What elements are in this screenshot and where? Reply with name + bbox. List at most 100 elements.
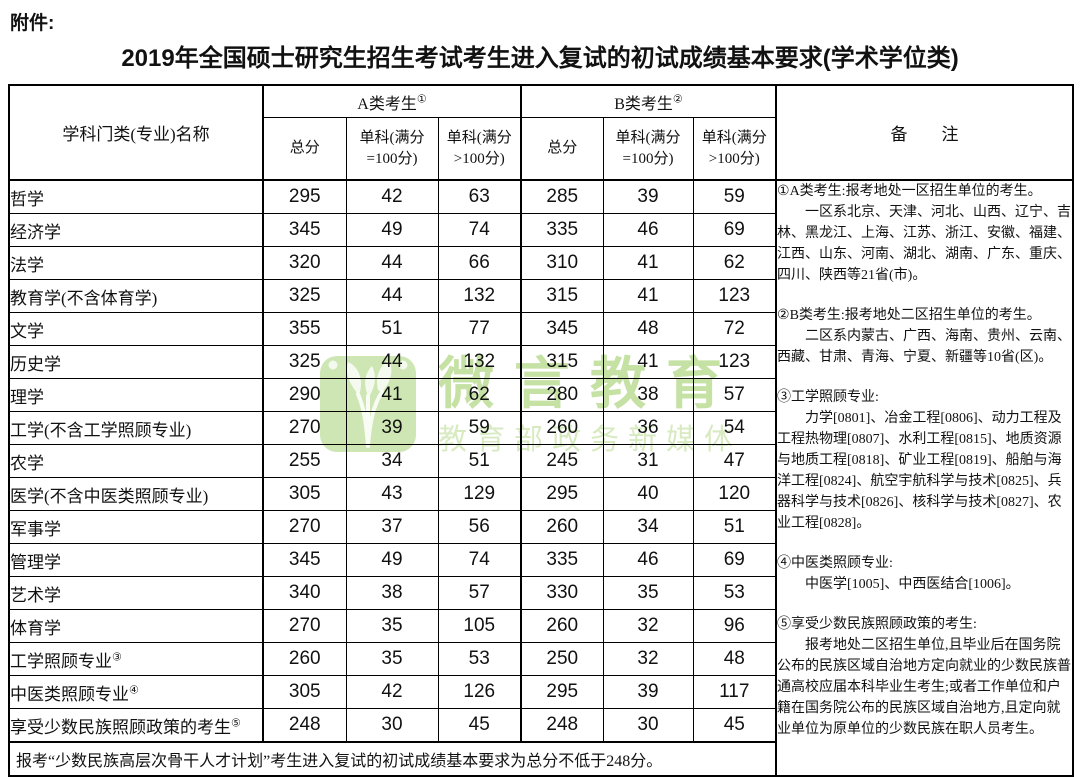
a-single100-cell: 49 [345, 543, 439, 577]
a-singleover100-cell: 129 [437, 477, 522, 511]
b-single100-cell: 40 [602, 477, 694, 511]
table-row: 教育学(不含体育学) 325 44 132 315 41 123 [8, 279, 1073, 313]
subject-cell: 文学 [8, 312, 264, 346]
b-singleover100-cell: 45 [692, 708, 777, 743]
a-singleover100-cell: 51 [437, 444, 522, 478]
b-singleover100-cell: 96 [692, 609, 777, 643]
subject-cell: 工学照顾专业③ [8, 642, 264, 676]
b-single100-cell: 41 [602, 279, 694, 313]
footnote-1-marker: ① [416, 93, 427, 106]
a-singleover100-cell: 77 [437, 312, 522, 346]
a-singleover100-cell: 45 [437, 708, 522, 743]
a-total-cell: 270 [262, 411, 347, 445]
remark-note-3: ③工学照顾专业: 力学[0801]、冶金工程[0806]、动力工程及工程热物理[… [777, 390, 1062, 531]
b-single100-cell: 36 [602, 411, 694, 445]
table-row: 工学(不含工学照顾专业) 270 39 59 260 36 54 [8, 411, 1073, 445]
b-singleover100-cell: 47 [692, 444, 777, 478]
b-single100-cell: 32 [602, 609, 694, 643]
b-total-cell: 335 [520, 213, 604, 247]
b-single100-cell: 30 [602, 708, 694, 743]
b-single100-cell: 31 [602, 444, 694, 478]
a-total-cell: 305 [262, 477, 347, 511]
b-singleover100-cell: 57 [692, 378, 777, 412]
table-row: 军事学 270 37 56 260 34 51 [8, 510, 1073, 544]
subject-column-header: 学科门类(专业)名称 [8, 84, 264, 181]
b-total-cell: 260 [520, 411, 604, 445]
a-total-cell: 290 [262, 378, 347, 412]
table-row: 理学 290 41 62 280 38 57 [8, 378, 1073, 412]
a-total-cell: 345 [262, 213, 347, 247]
group-b-header: B类考生② [519, 84, 777, 118]
a-singleover100-cell: 105 [437, 609, 522, 643]
a-single100-cell: 51 [345, 312, 439, 346]
a-singleover100-cell: 62 [437, 378, 522, 412]
b-total-cell: 245 [520, 444, 604, 478]
a-singleover100-cell: 66 [437, 246, 522, 280]
table-row: 哲学 295 42 63 285 39 59 ①A类考生:报考地处一区招生单位的… [8, 179, 1074, 777]
b-total-header: 总分 [520, 117, 604, 181]
table-row: 医学(不含中医类照顾专业) 305 43 129 295 40 120 [8, 477, 1073, 511]
b-singleover100-cell: 53 [692, 576, 777, 610]
a-single100-cell: 35 [345, 609, 439, 643]
b-total-cell: 280 [520, 378, 604, 412]
b-singleover100-cell: 62 [692, 246, 777, 280]
b-total-cell: 315 [520, 345, 604, 379]
subject-cell: 农学 [8, 444, 264, 478]
b-single100-cell: 46 [602, 213, 694, 247]
table-row: 体育学 270 35 105 260 32 96 [8, 609, 1073, 643]
b-single100-cell: 39 [602, 179, 694, 214]
b-single100-cell: 32 [602, 642, 694, 676]
b-single100-cell: 35 [602, 576, 694, 610]
table-row: 历史学 325 44 132 315 41 123 [8, 345, 1073, 379]
b-total-cell: 250 [520, 642, 604, 676]
a-single100-cell: 30 [345, 708, 439, 743]
b-total-cell: 248 [520, 708, 604, 743]
b-total-cell: 260 [520, 609, 604, 643]
a-single100-header: 单科(满分=100分) [345, 117, 439, 181]
a-total-cell: 255 [262, 444, 347, 478]
a-single100-cell: 34 [345, 444, 439, 478]
b-total-cell: 285 [520, 179, 604, 214]
b-total-cell: 330 [520, 576, 604, 610]
a-total-cell: 270 [262, 609, 347, 643]
subject-cell: 哲学 [8, 179, 264, 214]
subject-cell: 管理学 [8, 543, 264, 577]
a-single100-cell: 41 [345, 378, 439, 412]
b-total-cell: 295 [520, 675, 604, 709]
a-single100-cell: 43 [345, 477, 439, 511]
b-singleover100-cell: 123 [692, 279, 777, 313]
subject-cell: 艺术学 [8, 576, 264, 610]
b-singleover100-cell: 51 [692, 510, 777, 544]
subject-cell: 理学 [8, 378, 264, 412]
a-singleover100-header: 单科(满分>100分) [437, 117, 522, 181]
a-single100-cell: 39 [345, 411, 439, 445]
b-single100-cell: 34 [602, 510, 694, 544]
a-total-cell: 325 [262, 279, 347, 313]
remark-note-4: ④中医类照顾专业: 中医学[1005]、中西医结合[1006]。 [777, 556, 1020, 592]
b-single100-cell: 48 [602, 312, 694, 346]
table-row: 农学 255 34 51 245 31 47 [8, 444, 1073, 478]
b-singleover100-cell: 69 [692, 213, 777, 247]
a-singleover100-cell: 126 [437, 675, 522, 709]
a-total-cell: 248 [262, 708, 347, 743]
b-total-cell: 295 [520, 477, 604, 511]
b-total-cell: 335 [520, 543, 604, 577]
b-single100-header: 单科(满分=100分) [602, 117, 694, 181]
remark-note-1: ①A类考生:报考地处一区招生单位的考生。 一区系北京、天津、河北、山西、辽宁、吉… [777, 184, 1072, 283]
a-singleover100-cell: 132 [437, 279, 522, 313]
b-singleover100-header: 单科(满分>100分) [692, 117, 777, 181]
b-singleover100-cell: 48 [692, 642, 777, 676]
a-single100-cell: 38 [345, 576, 439, 610]
b-total-cell: 260 [520, 510, 604, 544]
table-row: 文学 355 51 77 345 48 72 [8, 312, 1073, 346]
b-singleover100-cell: 59 [692, 179, 777, 214]
score-table: 学科门类(专业)名称 A类考生① B类考生② 备 注 总分 单科(满分=100分… [8, 84, 1075, 777]
b-singleover100-cell: 54 [692, 411, 777, 445]
a-singleover100-cell: 59 [437, 411, 522, 445]
attachment-label: 附件: [10, 13, 55, 34]
footer-note: 报考“少数民族高层次骨干人才计划”考生进入复试的初试成绩基本要求为总分不低于24… [8, 741, 777, 777]
b-single100-cell: 46 [602, 543, 694, 577]
remark-note-2: ②B类考生:报考地处二区招生单位的考生。 二区系内蒙古、广西、海南、贵州、云南、… [777, 308, 1072, 365]
a-total-cell: 355 [262, 312, 347, 346]
b-singleover100-cell: 120 [692, 477, 777, 511]
